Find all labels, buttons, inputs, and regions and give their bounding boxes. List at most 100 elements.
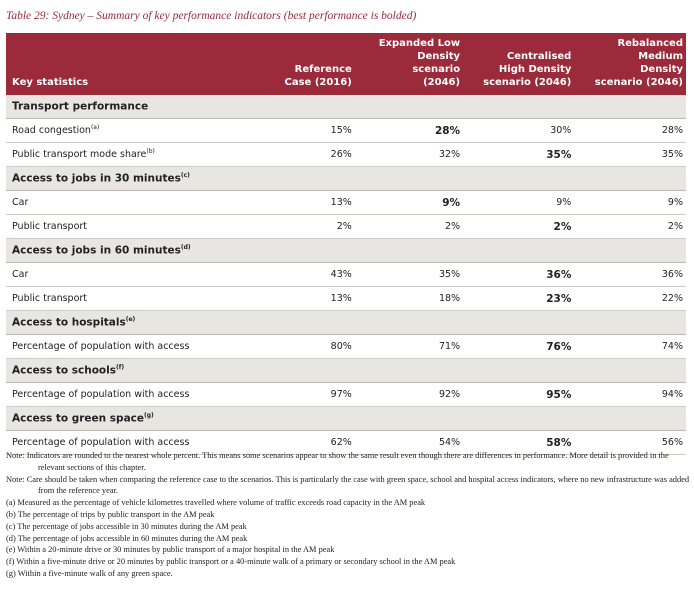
value-cell: 80% xyxy=(235,334,355,359)
footnote-ref: (g) xyxy=(144,412,154,420)
section-row: Access to hospitals(e) xyxy=(6,310,686,335)
row-label-text: Road congestion xyxy=(12,125,91,137)
note: (c) The percentage of jobs accessible in… xyxy=(6,521,247,531)
row-label: Car xyxy=(6,190,236,215)
note: (d) The percentage of jobs accessible in… xyxy=(6,533,248,543)
kpi-table: Key statistics Reference Case (2016) Exp… xyxy=(6,33,686,455)
value-cell: 23% xyxy=(463,286,575,311)
value-cell: 35% xyxy=(574,142,686,167)
row-label: Public transport xyxy=(6,214,236,239)
row-label: Public transport xyxy=(6,286,236,311)
value-cell: 13% xyxy=(235,286,355,311)
footnote-ref: (b) xyxy=(146,148,155,156)
note: Note: Care should be taken when comparin… xyxy=(6,474,690,496)
row-label: Percentage of population with access xyxy=(6,334,236,359)
table-row: Percentage of population with access 80% 7… xyxy=(6,334,686,359)
section-row: Access to schools(f) xyxy=(6,358,686,383)
note: (f) Within a five-minute drive or 20 min… xyxy=(6,557,456,567)
value-cell: 2% xyxy=(574,214,686,239)
value-cell: 9% xyxy=(574,190,686,215)
footnote-ref: (d) xyxy=(180,244,191,252)
table-row: Public transport 2% 2% 2% 2% xyxy=(6,214,686,239)
footnote-ref: (f) xyxy=(115,364,125,372)
table-row: Public transport 13% 18% 23% 22% xyxy=(6,286,686,311)
row-label: Car xyxy=(6,262,236,287)
col-rebalanced-medium: Rebalanced Medium Density scenario (2046… xyxy=(574,33,686,95)
footnote-ref: (c) xyxy=(180,172,190,180)
section-title-text: Access to schools xyxy=(12,364,116,377)
table-row: Percentage of population with access 97% 9… xyxy=(6,382,686,407)
value-cell: 15% xyxy=(235,118,355,143)
value-cell: 30% xyxy=(463,118,575,143)
value-cell: 76% xyxy=(463,334,575,359)
table-row: Car 43% 35% 36% 36% xyxy=(6,262,686,287)
row-label-text: Percentage of population with access xyxy=(12,437,190,449)
value-cell: 94% xyxy=(574,382,686,407)
section-row: Transport performance xyxy=(6,95,686,119)
section-title: Access to jobs in 60 minutes(d) xyxy=(6,238,686,263)
section-title: Transport performance xyxy=(6,95,686,119)
value-cell: 74% xyxy=(574,334,686,359)
section-title-text: Access to jobs in 30 minutes xyxy=(12,172,181,185)
row-label: Percentage of population with access xyxy=(6,382,236,407)
section-title-text: Transport performance xyxy=(12,100,149,113)
value-cell: 92% xyxy=(354,382,464,407)
value-cell: 9% xyxy=(463,190,575,215)
header-row: Key statistics Reference Case (2016) Exp… xyxy=(6,33,686,95)
value-cell: 36% xyxy=(463,262,575,287)
note: (a) Measured as the percentage of vehicl… xyxy=(6,498,426,508)
section-title-text: Access to green space xyxy=(12,412,145,425)
table-row: Road congestion(a) 15% 28% 30% 28% xyxy=(6,118,686,143)
value-cell: 13% xyxy=(235,190,355,215)
table-row: Public transport mode share(b) 26% 32% 35% 3… xyxy=(6,142,686,167)
col-key-statistics: Key statistics xyxy=(6,33,236,95)
section-title-text: Access to jobs in 60 minutes xyxy=(12,244,181,257)
value-cell: 9% xyxy=(354,190,464,215)
value-cell: 35% xyxy=(354,262,464,287)
note: (b) The percentage of trips by public tr… xyxy=(6,509,215,519)
table-row: Car 13% 9% 9% 9% xyxy=(6,190,686,215)
value-cell: 28% xyxy=(574,118,686,143)
note: Note: Indicators are rounded to the near… xyxy=(6,451,669,472)
note: (g) Within a five-minute walk of any gre… xyxy=(6,568,173,578)
section-title: Access to schools(f) xyxy=(6,358,686,383)
note: (e) Within a 20-minute drive or 30 minut… xyxy=(6,545,335,555)
table-title: Table 29: Sydney – Summary of key perfor… xyxy=(6,10,417,22)
value-cell: 18% xyxy=(354,286,464,311)
col-reference-case: Reference Case (2016) xyxy=(235,33,355,95)
value-cell: 32% xyxy=(354,142,464,167)
col-centralised-high: Centralised High Density scenario (2046) xyxy=(463,33,575,95)
col-expanded-low: Expanded Low Density scenario (2046) xyxy=(354,33,464,95)
row-label: Public transport mode share(b) xyxy=(6,142,236,167)
row-label-text: Percentage of population with access xyxy=(12,341,190,353)
value-cell: 56% xyxy=(574,430,686,455)
value-cell: 36% xyxy=(574,262,686,287)
footnote-ref: (a) xyxy=(90,124,100,132)
row-label: Percentage of population with access xyxy=(6,430,236,455)
section-title: Access to hospitals(e) xyxy=(6,310,686,335)
value-cell: 2% xyxy=(235,214,355,239)
row-label-text: Public transport xyxy=(12,221,88,233)
value-cell: 22% xyxy=(574,286,686,311)
row-label-text: Public transport mode share xyxy=(12,149,147,161)
row-label-text: Car xyxy=(12,197,29,209)
row-label-text: Public transport xyxy=(12,293,88,305)
section-title: Access to jobs in 30 minutes(c) xyxy=(6,166,686,191)
value-cell: 26% xyxy=(235,142,355,167)
row-label: Road congestion(a) xyxy=(6,118,236,143)
table-row: Percentage of population with access 62% 5… xyxy=(6,430,686,455)
value-cell: 71% xyxy=(354,334,464,359)
value-cell: 35% xyxy=(463,142,575,167)
section-row: Access to green space(g) xyxy=(6,406,686,431)
section-title: Access to green space(g) xyxy=(6,406,686,431)
value-cell: 95% xyxy=(463,382,575,407)
value-cell: 97% xyxy=(235,382,355,407)
value-cell: 58% xyxy=(463,430,575,455)
value-cell: 2% xyxy=(354,214,464,239)
section-row: Access to jobs in 60 minutes(d) xyxy=(6,238,686,263)
row-label-text: Percentage of population with access xyxy=(12,389,190,401)
row-label-text: Car xyxy=(12,269,29,281)
value-cell: 43% xyxy=(235,262,355,287)
section-row: Access to jobs in 30 minutes(c) xyxy=(6,166,686,191)
value-cell: 2% xyxy=(463,214,575,239)
